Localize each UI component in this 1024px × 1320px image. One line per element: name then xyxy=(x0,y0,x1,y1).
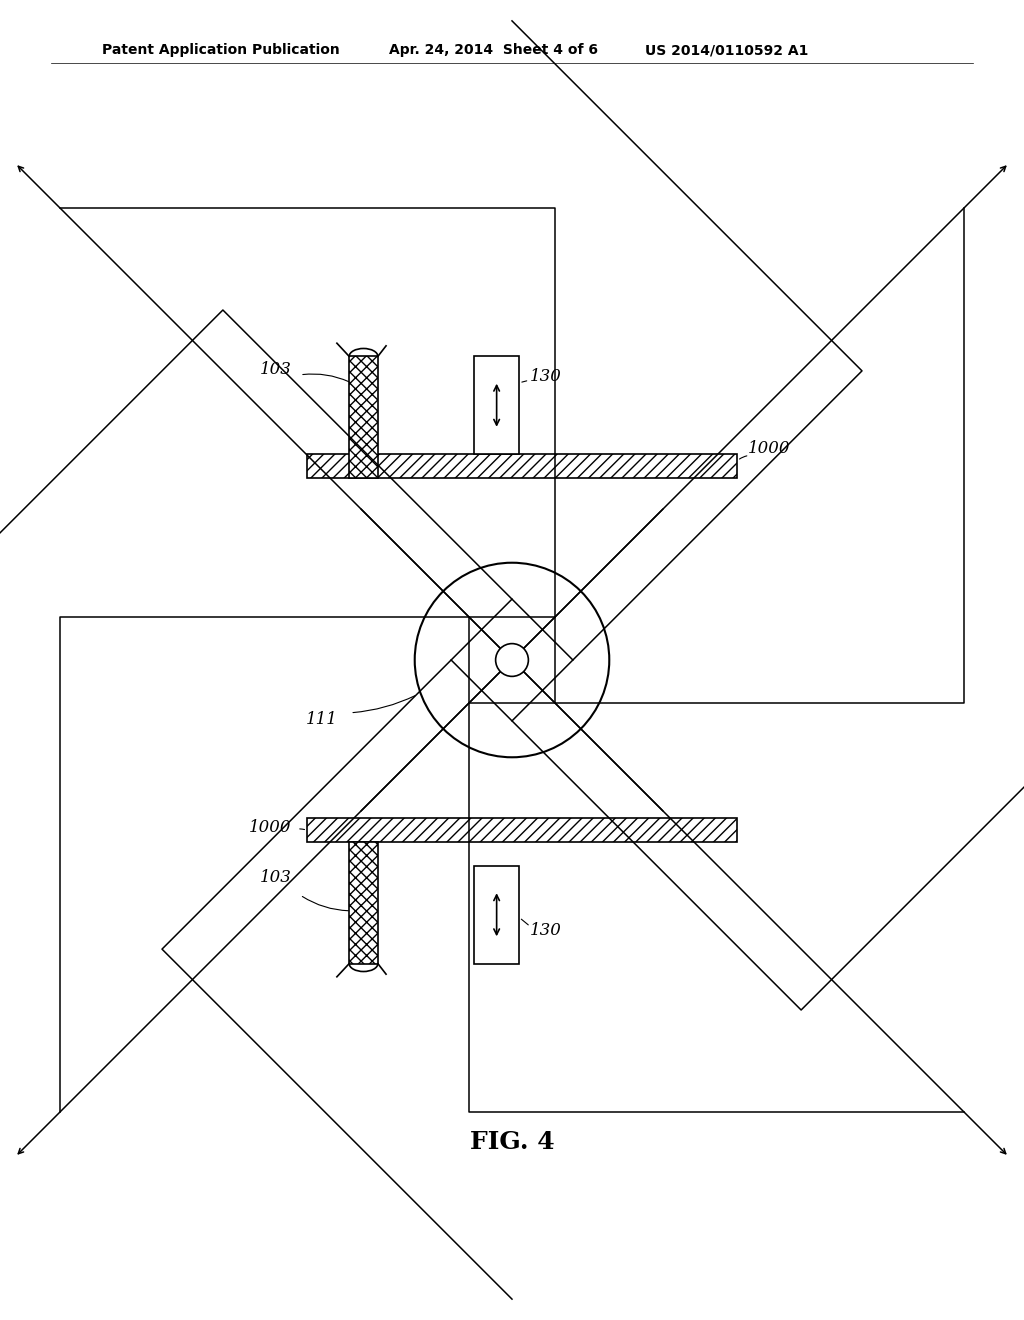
Text: 111: 111 xyxy=(306,711,338,727)
Bar xyxy=(349,842,378,964)
Bar xyxy=(474,356,519,454)
Text: 103: 103 xyxy=(260,362,292,378)
Text: 130: 130 xyxy=(529,923,561,939)
Bar xyxy=(307,818,737,842)
Text: Apr. 24, 2014  Sheet 4 of 6: Apr. 24, 2014 Sheet 4 of 6 xyxy=(389,44,598,57)
Text: 130: 130 xyxy=(529,368,561,384)
Text: Patent Application Publication: Patent Application Publication xyxy=(102,44,340,57)
Bar xyxy=(474,866,519,964)
Text: 1000: 1000 xyxy=(748,441,791,457)
Text: US 2014/0110592 A1: US 2014/0110592 A1 xyxy=(645,44,809,57)
Text: 1000: 1000 xyxy=(249,820,292,836)
Circle shape xyxy=(496,644,528,676)
Text: FIG. 4: FIG. 4 xyxy=(470,1130,554,1154)
Bar xyxy=(349,356,378,478)
Circle shape xyxy=(415,562,609,758)
Bar xyxy=(307,454,737,478)
Text: 103: 103 xyxy=(260,870,292,886)
